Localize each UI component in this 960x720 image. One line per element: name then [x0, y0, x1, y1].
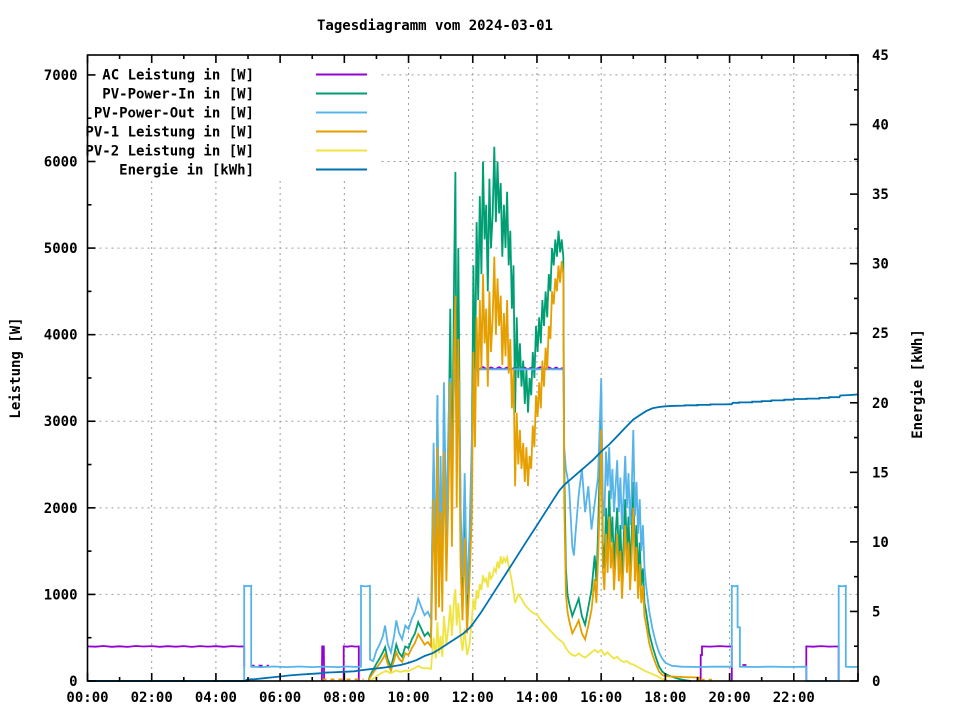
y-left-tick-label: 4000: [44, 328, 78, 344]
x-tick-label: 12:00: [452, 690, 494, 706]
y-right-tick-label: 35: [872, 187, 889, 203]
x-tick-label: 20:00: [709, 690, 751, 706]
series-line: [87, 645, 246, 668]
y-axis-title-left: Leistung [W]: [8, 317, 24, 418]
series-line: [369, 553, 669, 682]
series-pv-2-leistung-in-w-: [369, 553, 669, 682]
series-line: [367, 256, 700, 682]
y-right-tick-label: 5: [872, 604, 880, 620]
series-line: [87, 393, 859, 682]
y-right-tick-label: 0: [872, 674, 880, 690]
legend: AC Leistung in [W] PV-Power-In in [W] PV-P…: [85, 63, 378, 179]
x-tick-label: 06:00: [259, 690, 301, 706]
y-right-tick-label: 40: [872, 118, 889, 134]
x-tick-label: 02:00: [131, 690, 173, 706]
series-pv-power-out-in-w-: [87, 368, 859, 682]
legend-entry: PV-Power-In in [W]: [102, 87, 367, 103]
legend-entry: Energie in [kWh]: [119, 163, 367, 179]
x-tick-label: 04:00: [195, 690, 237, 706]
legend-label: PV-Power-Out in [W]: [94, 106, 254, 122]
y-right-tick-label: 30: [872, 257, 889, 273]
series-group: [87, 146, 859, 682]
axes: [86, 54, 859, 682]
plot-area: 00:00 02:00 04:00 06:00 08:00 10:00 12:00 14:00…: [44, 48, 889, 706]
y-left-tick-label: 3000: [44, 414, 78, 430]
legend-label: PV-2 Leistung in [W]: [85, 144, 254, 160]
y-left-tick-label: 0: [69, 674, 77, 690]
y-left-tick-label: 7000: [44, 68, 78, 84]
legend-label: PV-1 Leistung in [W]: [85, 125, 254, 141]
x-tick-label: 22:00: [773, 690, 815, 706]
y-right-tick-label: 15: [872, 465, 889, 481]
legend-entry: PV-1 Leistung in [W]: [85, 125, 367, 141]
series-line: [342, 645, 360, 681]
y-left-tick-label: 1000: [44, 587, 78, 603]
y-left-tick-label: 6000: [44, 154, 78, 170]
series-pv-1-leistung-in-w-: [322, 256, 712, 682]
y-axis-title-right: Energie [kWh]: [910, 329, 926, 439]
series-energie-in-kwh-: [87, 393, 859, 682]
legend-entry: PV-2 Leistung in [W]: [85, 144, 367, 160]
legend-label: PV-Power-In in [W]: [102, 87, 254, 103]
y-left-tick-label: 2000: [44, 501, 78, 517]
series-line: [87, 368, 859, 682]
legend-entry: PV-Power-Out in [W]: [94, 106, 367, 122]
series-line: [321, 645, 325, 682]
y-right-tick-label: 20: [872, 396, 889, 412]
y-right-tick-label: 45: [872, 48, 889, 64]
legend-entry: AC Leistung in [W]: [102, 68, 367, 84]
y-right-tick-label: 10: [872, 535, 889, 551]
y-left-tick-label: 5000: [44, 241, 78, 257]
legend-label: AC Leistung in [W]: [102, 68, 254, 84]
x-tick-label: 08:00: [323, 690, 365, 706]
legend-background: [96, 63, 378, 179]
y-right-tick-label: 25: [872, 326, 889, 342]
x-tick-label: 00:00: [66, 690, 108, 706]
series-line: [699, 645, 733, 681]
legend-label: Energie in [kWh]: [119, 163, 254, 179]
x-tick-label: 16:00: [580, 690, 622, 706]
series-line: [805, 645, 840, 681]
x-tick-label: 18:00: [644, 690, 686, 706]
x-tick-label: 10:00: [387, 690, 429, 706]
x-tick-label: 14:00: [516, 690, 558, 706]
tick-labels: 00:00 02:00 04:00 06:00 08:00 10:00 12:00 14:00…: [44, 48, 889, 706]
chart-title: Tagesdiagramm vom 2024-03-01: [317, 18, 553, 34]
